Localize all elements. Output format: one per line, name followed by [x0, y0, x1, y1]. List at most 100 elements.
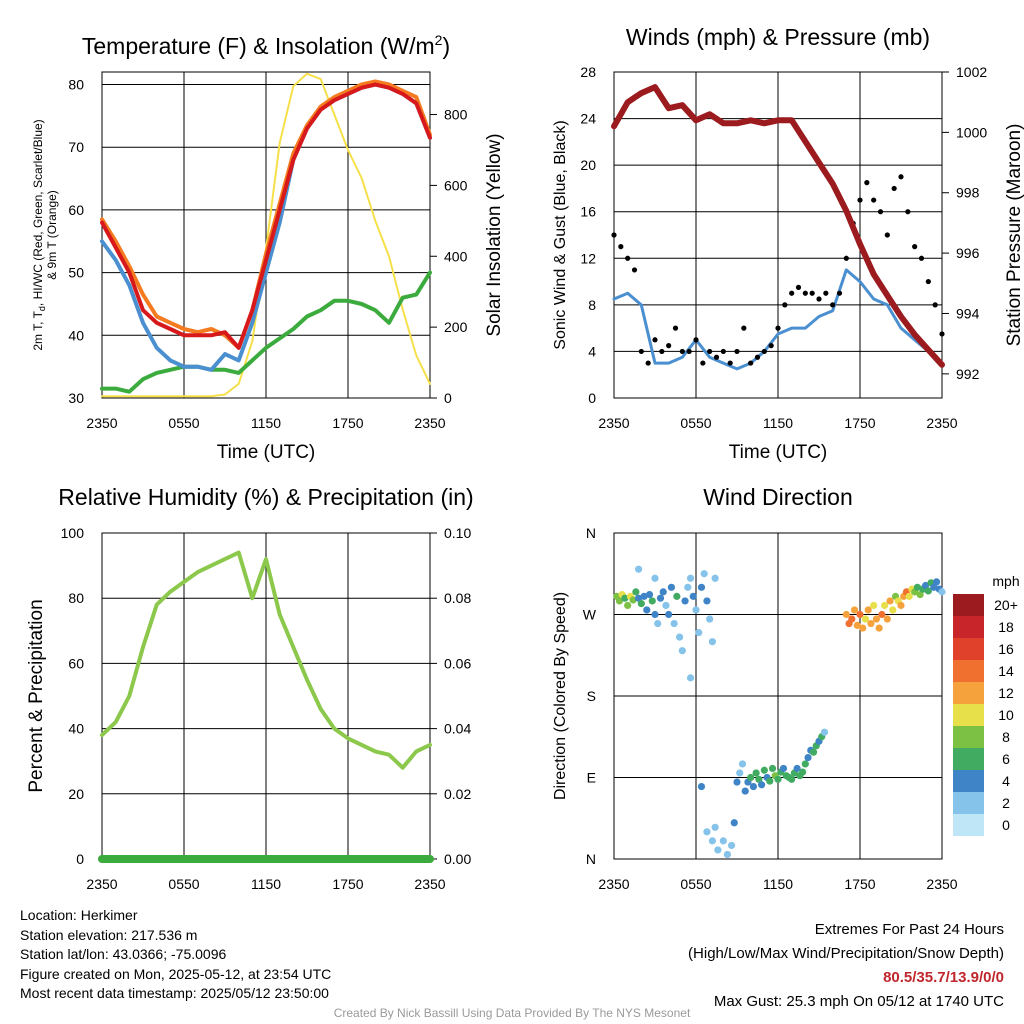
winds-gust-point [830, 302, 836, 308]
wind-direction-point [708, 837, 717, 845]
recent-timestamp: Most recent data timestamp: 2025/05/12 2… [20, 985, 329, 1001]
winds-gust-point [625, 255, 631, 261]
wind-direction-point [637, 600, 645, 608]
wind-direction-point [695, 629, 703, 637]
temperature-x-tick-label: 1150 [251, 415, 281, 431]
winds-gust-point [898, 174, 904, 180]
wind-direction-point [932, 578, 941, 586]
wind-direction-point [820, 728, 829, 736]
wind-direction-point [749, 782, 758, 791]
winds-y-tick-label: 24 [580, 111, 596, 127]
wind-direction-point [878, 610, 886, 619]
wind-direction-point [881, 601, 889, 610]
wind-direction-point [678, 647, 686, 655]
colorbar-swatch [953, 814, 984, 836]
winds-gust-point [925, 278, 931, 285]
humidity-series-rh [100, 550, 432, 770]
winds-gust-point [713, 354, 720, 360]
wind-direction-point [703, 828, 711, 836]
wind-direction-x-tick-label: 1750 [844, 876, 875, 892]
wind-direction-point [755, 775, 763, 783]
humidity-y-label: Percent & Precipitation [26, 599, 47, 792]
winds-gust-point [631, 267, 638, 273]
wind-direction-point [648, 597, 656, 605]
humidity-x-tick-label: 1150 [251, 876, 281, 892]
winds-x-label: Time (UTC) [729, 442, 828, 463]
wind-direction-x-tick-label: 1150 [763, 876, 793, 892]
temperature-x-tick-label: 1750 [332, 415, 363, 431]
temperature-plot-frame [101, 71, 431, 399]
wind-direction-point [673, 592, 681, 600]
colorbar-swatch [953, 594, 984, 616]
humidity-y-tick-label: 60 [68, 655, 84, 671]
wind-direction-point [640, 592, 648, 600]
winds-gust-point [795, 284, 802, 290]
winds-x-tick-label: 2350 [598, 415, 629, 431]
extremes-block: Extremes For Past 24 Hours (High/Low/Max… [688, 918, 1004, 1014]
winds-gust-point [836, 290, 843, 296]
wind-direction-point [686, 574, 695, 582]
wind-direction-point [629, 596, 637, 604]
colorbar-swatch [953, 726, 984, 748]
winds-y-tick-label: 28 [580, 64, 596, 80]
colorbar-label: mph [992, 573, 1019, 589]
wind-direction-point [706, 615, 714, 623]
winds-gust-point [618, 244, 624, 250]
winds-y-tick-label: 16 [580, 204, 596, 220]
humidity-y-tick-label: 40 [68, 721, 84, 737]
winds-gust-point [741, 325, 747, 331]
winds-gust-point [877, 209, 884, 215]
wind-direction-point [809, 748, 818, 756]
station-elevation: Station elevation: 217.536 m [20, 926, 198, 943]
wind-direction-point [867, 619, 875, 628]
humidity-y-tick-label: 0 [76, 851, 84, 867]
wind-direction-point [697, 583, 706, 591]
wind-direction-point [711, 574, 719, 582]
winds-gust-point [672, 325, 679, 331]
winds-gust-point [939, 331, 945, 337]
wind-direction-point [758, 781, 766, 789]
wind-direction-y-tick-label: N [586, 851, 596, 867]
winds-gust-point [918, 255, 925, 261]
credit-line: Created By Nick Bassill Using Data Provi… [333, 1006, 691, 1020]
wind-direction-point [886, 597, 894, 605]
wind-direction-point [719, 837, 727, 845]
wind-direction-point [659, 588, 667, 596]
humidity-x-tick-label: 2350 [414, 876, 445, 892]
winds-y2-tick-label: 998 [956, 185, 980, 201]
temperature-y-tick-label: 60 [68, 202, 84, 218]
wind-direction-point [747, 773, 755, 782]
figure-created: Figure created on Mon, 2025-05-12, at 23… [20, 965, 332, 982]
temperature-x-label: Time (UTC) [217, 442, 316, 463]
wind-direction-point [801, 760, 809, 768]
wind-direction-point [697, 782, 706, 791]
temperature-y2-tick-label: 600 [444, 177, 468, 193]
colorbar-tick-label: 18 [998, 619, 1014, 635]
wind-direction-point [752, 769, 760, 777]
humidity-x-tick-label: 2350 [86, 876, 117, 892]
winds-x-tick-label: 2350 [926, 415, 957, 431]
wind-direction-panel-title: Wind Direction [703, 484, 853, 510]
station-info: Location: Herkimer Station elevation: 21… [20, 906, 331, 1004]
colorbar-tick-label: 2 [1002, 795, 1010, 811]
winds-gust-point [720, 348, 726, 355]
temperature-y2-tick-label: 0 [444, 390, 452, 406]
winds-gust-point [761, 348, 767, 355]
wind-direction-point [861, 615, 870, 623]
wind-direction-point [864, 606, 872, 614]
colorbar-swatch [953, 770, 984, 792]
wind-direction-point [681, 597, 689, 605]
wind-direction-point [621, 594, 629, 602]
colorbar-swatch [953, 748, 984, 770]
wind-direction-point [766, 777, 774, 785]
wind-direction-point [774, 775, 782, 783]
winds-y-label: Sonic Wind & Gust (Blue, Black) [552, 120, 569, 349]
humidity-y-tick-label: 20 [68, 786, 84, 802]
wind-direction-point [741, 787, 749, 795]
temperature-y-tick-label: 80 [68, 77, 84, 93]
wind-direction-point [651, 574, 659, 582]
wind-direction-point [689, 592, 697, 600]
wind-direction-point [736, 769, 744, 777]
wind-direction-point [875, 624, 883, 632]
wind-direction-point [684, 583, 692, 591]
